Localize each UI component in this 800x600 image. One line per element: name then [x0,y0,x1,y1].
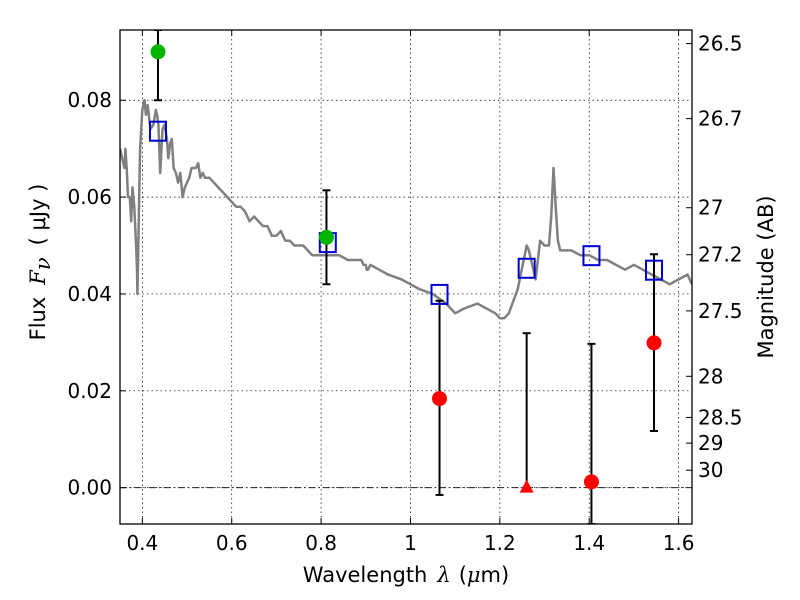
magnitude-tick-label: 28.5 [698,405,743,429]
magnitude-axis-ticks: 26.5 26.7 27 27.2 27.5 28 28.529 30 [686,32,743,482]
model-band-square [645,259,664,281]
model-band-square [517,257,536,279]
x-axis-title: Wavelength λ (μm) [303,563,509,587]
y-axis-title-prefix: Flux [26,297,50,341]
y-tick-label: 0.08 [67,88,112,112]
x-tick-label: 0.8 [305,531,337,555]
x-tick-label: 1 [404,531,417,555]
model-band-square [582,245,601,267]
magnitude-tick-label: 29 [698,431,723,455]
magnitude-tick-label: 27.5 [698,299,743,323]
x-tick-label: 1.6 [663,531,695,555]
magnitude-tick-label: 27 [698,196,723,220]
magnitude-tick-label: 27.2 [698,243,743,267]
model-band-square [148,120,167,142]
model-spectrum-line [120,98,692,320]
y-axis-title: Flux Fν ( μJy ) [26,184,55,341]
x-axis-title-symbol: λ [436,563,450,587]
y-axis-title-symbol: F [26,269,50,286]
x-tick-label: 0.6 [216,531,248,555]
detection-point [150,44,166,60]
y-axis-title-unit: ( μJy ) [26,184,50,246]
x-axis-ticks: 0.4 0.6 0.8 1 1.2 1.4 1.6 [126,30,695,555]
y-tick-label: 0.04 [67,282,112,306]
y-tick-label: 0.02 [67,379,112,403]
model-band-square [430,283,449,305]
plot-background [120,30,692,524]
data-series [120,30,692,524]
x-axis-title-unit-open: ( [459,563,467,587]
magnitude-tick-label: 28 [698,364,723,388]
magnitude-tick-label: 30 [698,458,723,482]
non-detection-point [432,391,448,407]
non-detection-point [583,474,599,490]
y-tick-label: 0.06 [67,185,112,209]
plot-frame [119,29,693,525]
magnitude-tick-label: 26.5 [698,32,743,56]
x-axis-title-unit-rest: m) [481,563,510,587]
x-tick-label: 1.4 [573,531,605,555]
grid-lines [120,30,692,524]
x-axis-title-unit-mu: μ [467,563,481,587]
upper-limit-triangle [519,479,534,493]
y-axis-ticks: 0.00 0.02 0.04 0.06 0.08 [67,88,126,500]
x-axis-title-prefix: Wavelength [303,563,428,587]
magnitude-axis-title: Magnitude (AB) [754,195,778,358]
y-axis-title-subscript: ν [31,257,55,270]
y-tick-label: 0.00 [67,476,112,500]
detection-point [318,229,334,245]
x-tick-label: 1.2 [484,531,516,555]
magnitude-tick-label: 26.7 [698,107,743,131]
x-tick-label: 0.4 [126,531,158,555]
non-detection-point [646,335,662,351]
